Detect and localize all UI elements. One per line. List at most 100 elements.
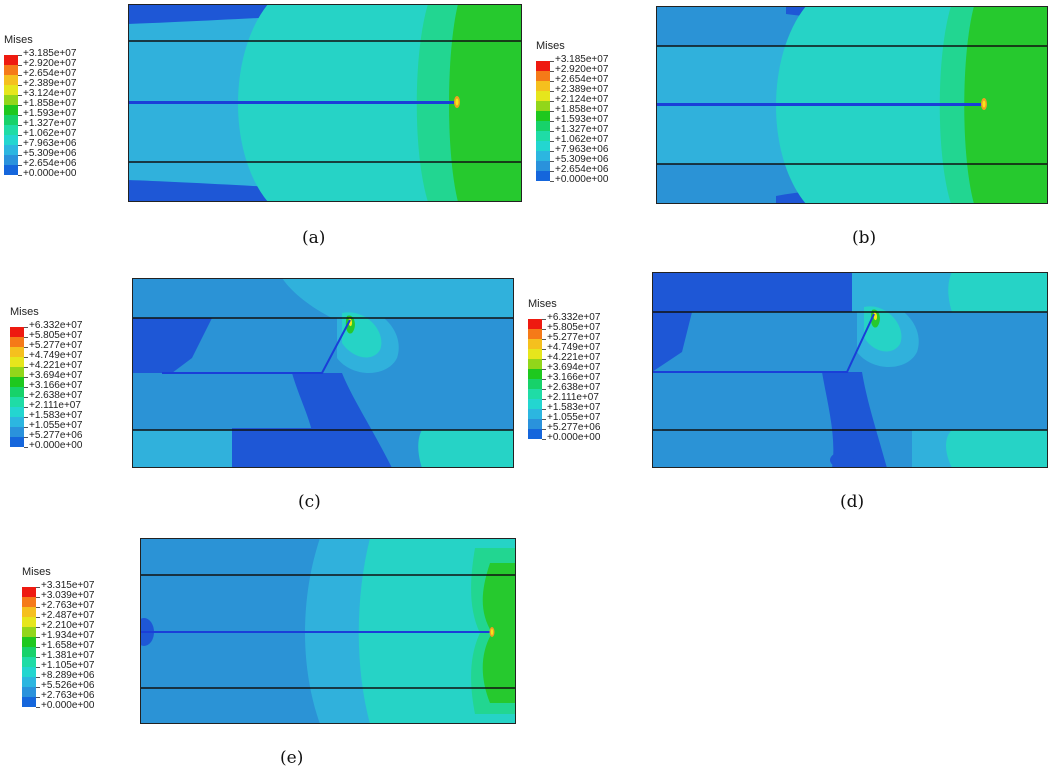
legend-swatch [10, 327, 24, 337]
legend-swatch [536, 71, 550, 81]
legend-row: +5.526e+06 [22, 680, 142, 697]
legend-tick [36, 687, 40, 688]
legend-tick [24, 437, 28, 438]
legend-swatch [536, 101, 550, 111]
legend-row: +3.185e+07 [536, 54, 656, 71]
legend-swatch [10, 437, 24, 447]
plot-border [128, 4, 522, 202]
legend-tick [550, 181, 554, 182]
legend-label: +3.694e+07 [29, 370, 83, 381]
legend-tick [24, 327, 28, 328]
legend-label: +2.654e+06 [555, 164, 609, 175]
legend-swatch [528, 399, 542, 409]
legend-row: +3.039e+07 [22, 590, 142, 607]
legend-label: +3.185e+07 [23, 48, 77, 59]
legend-label: +4.749e+07 [29, 350, 83, 361]
crack-line [656, 103, 982, 106]
region-green [482, 563, 516, 703]
legend-label: +0.000e+00 [547, 432, 601, 443]
legend-label: +2.638e+07 [547, 382, 601, 393]
legend-label: +1.593e+07 [23, 108, 77, 119]
legend-swatch [4, 85, 18, 95]
legend-swatch [10, 407, 24, 417]
legend-label: +1.105e+07 [41, 660, 95, 671]
legend-row: +1.327e+07 [4, 118, 124, 135]
legend-label: +0.000e+00 [29, 440, 83, 451]
legend-row: +2.111e+07 [528, 392, 648, 409]
legend-tick [550, 61, 554, 62]
legend-row: +0.000e+00 [4, 168, 124, 181]
legend-label: +1.583e+07 [29, 410, 83, 421]
legend-row: +2.389e+07 [4, 78, 124, 95]
legend-row: +1.583e+07 [528, 402, 648, 419]
legend-label: +5.526e+06 [41, 680, 95, 691]
legend-swatch [4, 165, 18, 175]
legend-swatch [4, 75, 18, 85]
legend-tick [24, 377, 28, 378]
legend-swatch [10, 357, 24, 367]
legend-row: +4.221e+07 [528, 352, 648, 369]
legend-row: +1.593e+07 [4, 108, 124, 125]
legend-tick [542, 379, 546, 380]
legend-swatch [536, 91, 550, 101]
legend-swatch [22, 587, 36, 597]
legend-tick [24, 447, 28, 448]
legend-label: +2.654e+07 [555, 74, 609, 85]
legend-row: +3.315e+07 [22, 580, 142, 597]
legend-swatch [10, 397, 24, 407]
legend-tick [36, 617, 40, 618]
legend-label: +2.638e+07 [29, 390, 83, 401]
legend-tick [18, 75, 22, 76]
legend-row: +6.332e+07 [528, 312, 648, 329]
legend-tick [36, 707, 40, 708]
legend-label: +7.963e+06 [555, 144, 609, 155]
legend-row: +2.487e+07 [22, 610, 142, 627]
legend-row: +5.277e+06 [528, 422, 648, 439]
legend-tick [550, 91, 554, 92]
legend-title: Mises [22, 566, 51, 578]
legend-row: +4.749e+07 [528, 342, 648, 359]
region-dark-blue-bottom [232, 428, 332, 468]
legend-label: +3.315e+07 [41, 580, 95, 591]
legend-swatch [4, 105, 18, 115]
legend-label: +1.062e+07 [555, 134, 609, 145]
legend-row: +6.332e+07 [10, 320, 130, 337]
legend-tick [36, 587, 40, 588]
legend-label: +5.277e+06 [547, 422, 601, 433]
legend-swatch [528, 319, 542, 329]
legend-row: +1.593e+07 [536, 114, 656, 131]
legend-label: +2.920e+07 [555, 64, 609, 75]
caption-a: (a) [302, 228, 326, 248]
legend-swatch [10, 417, 24, 427]
region-cyan-bottom [418, 430, 514, 468]
legend-tick [550, 81, 554, 82]
legend-swatch [536, 111, 550, 121]
legend-label: +3.694e+07 [547, 362, 601, 373]
inclined-crack-line [652, 313, 875, 373]
stress-contour-plot-a [128, 4, 522, 202]
legend-row: +1.055e+07 [10, 420, 130, 437]
legend-tick [18, 105, 22, 106]
legend-tick [24, 367, 28, 368]
legend-tick [24, 397, 28, 398]
legend-label: +5.309e+06 [555, 154, 609, 165]
legend-swatch [4, 115, 18, 125]
legend-label: +1.583e+07 [547, 402, 601, 413]
legend-swatch [10, 347, 24, 357]
region-green [964, 6, 1048, 204]
legend-row: +5.277e+07 [528, 332, 648, 349]
legend-row: +5.309e+06 [4, 148, 124, 165]
legend-label: +2.763e+07 [41, 600, 95, 611]
legend-swatch [10, 387, 24, 397]
legend-tick [542, 319, 546, 320]
legend-row: +1.105e+07 [22, 660, 142, 677]
plot-border [132, 278, 514, 468]
legend-swatch [536, 171, 550, 181]
stress-contour-plot-b [656, 6, 1048, 204]
legend-tick [18, 155, 22, 156]
stress-contour-plot-c [132, 278, 514, 468]
legend-label: +5.277e+06 [29, 430, 83, 441]
legend-label: +1.055e+07 [29, 420, 83, 431]
legend-swatch [528, 379, 542, 389]
legend-tick [24, 387, 28, 388]
